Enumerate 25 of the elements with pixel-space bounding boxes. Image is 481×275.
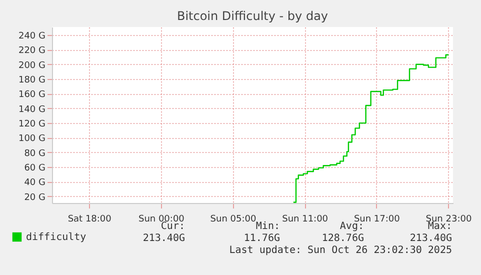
y-tick-label: 80 G bbox=[24, 148, 46, 159]
text: Cur: bbox=[160, 221, 185, 232]
y-tick-label: 220 G bbox=[18, 46, 46, 56]
x-tick-label: Sun 11:00 bbox=[282, 214, 328, 224]
y-tick-label: 160 G bbox=[18, 90, 46, 100]
legend-label: difficulty bbox=[26, 232, 86, 243]
text: 213.40G bbox=[142, 233, 185, 244]
y-tick-label: 200 G bbox=[18, 60, 46, 71]
text: 11.76G bbox=[244, 233, 280, 244]
text: Min: bbox=[256, 221, 280, 232]
y-tick-label: 40 G bbox=[24, 178, 46, 188]
y-tick-label: 120 G bbox=[18, 120, 46, 130]
y-tick-label: 140 G bbox=[18, 104, 46, 115]
text: Max: bbox=[428, 221, 452, 232]
chart-title: Bitcoin Difficulty - by day bbox=[176, 9, 328, 23]
text: Last update: Sun Oct 26 23:02:30 2025 bbox=[229, 245, 452, 256]
x-tick-label: Sat 18:00 bbox=[68, 214, 112, 224]
y-tick-label: 60 G bbox=[24, 164, 46, 174]
text: 128.76G bbox=[322, 233, 364, 244]
y-tick-label: 20 G bbox=[24, 192, 46, 203]
x-tick-label: Sun 05:00 bbox=[210, 214, 256, 224]
text: 213.40G bbox=[410, 233, 452, 244]
y-tick-label: 180 G bbox=[18, 76, 46, 86]
y-tick-label: 100 G bbox=[18, 134, 46, 144]
y-tick-label: 240 G bbox=[18, 32, 46, 42]
